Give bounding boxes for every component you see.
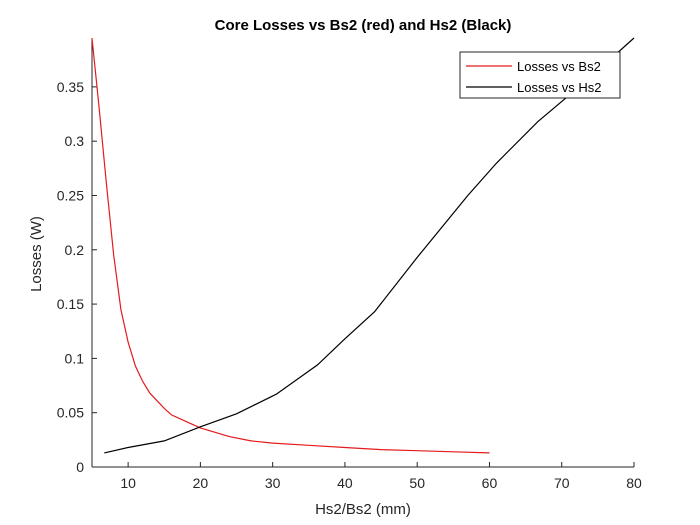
- y-axis-title: Losses (W): [28, 216, 45, 292]
- x-tick-label: 40: [337, 475, 353, 491]
- legend-box: [459, 51, 621, 99]
- plot-area: [91, 37, 635, 454]
- y-tick-label: 0.3: [65, 133, 85, 149]
- x-tick-label: 50: [409, 475, 425, 491]
- y-tick-label: 0.1: [65, 350, 85, 366]
- x-tick-label: 30: [265, 475, 281, 491]
- x-tick-label: 20: [193, 475, 209, 491]
- y-tick-label: 0.2: [65, 242, 85, 258]
- legend: Losses vs Bs2 Losses vs Hs2: [459, 51, 621, 99]
- y-tick-label: 0.05: [57, 405, 84, 421]
- y-tick-label: 0.35: [57, 79, 84, 95]
- y-tick-label: 0: [76, 459, 84, 475]
- series-line-hs2: [104, 37, 635, 454]
- series-line-bs2: [91, 37, 490, 454]
- legend-label: Losses vs Bs2: [517, 59, 601, 74]
- axes: 10 20 30 40 50 60 70 80 0 0.05 0.1 0.15 0.2 0.25 0.3 0.…: [57, 38, 642, 491]
- x-tick-label: 80: [626, 475, 642, 491]
- x-tick-label: 60: [482, 475, 498, 491]
- y-tick-label: 0.25: [57, 187, 84, 203]
- x-tick-label: 10: [120, 475, 136, 491]
- legend-label: Losses vs Hs2: [517, 80, 602, 95]
- x-tick-label: 70: [554, 475, 570, 491]
- chart-title: Core Losses vs Bs2 (red) and Hs2 (Black): [215, 17, 512, 34]
- x-axis-title: Hs2/Bs2 (mm): [315, 501, 411, 518]
- y-tick-label: 0.15: [57, 296, 84, 312]
